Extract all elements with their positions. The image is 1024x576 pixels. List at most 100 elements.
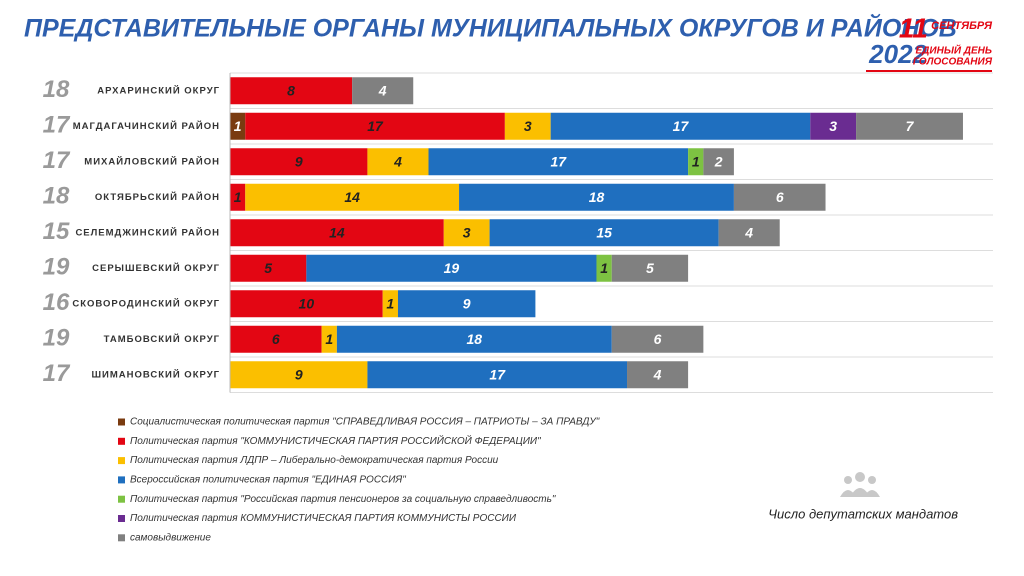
bar-segment xyxy=(443,219,490,247)
data-label: 5 xyxy=(264,260,272,276)
bar-segment xyxy=(230,148,368,176)
seat-count: 17 xyxy=(43,360,71,387)
bar-segment xyxy=(245,183,460,211)
legend-swatch xyxy=(118,437,125,445)
data-label: 18 xyxy=(467,331,483,347)
category-label: СЕЛЕМДЖИНСКИЙ РАЙОН xyxy=(75,226,220,238)
bar-segment xyxy=(230,77,353,105)
bar-segment xyxy=(336,325,612,353)
bar-segment xyxy=(703,148,734,176)
bar-segment xyxy=(611,254,689,282)
bar-segment xyxy=(321,325,337,353)
bar-segment xyxy=(856,112,963,140)
legend-swatch xyxy=(118,515,125,522)
seat-count: 17 xyxy=(43,112,71,139)
data-label: 8 xyxy=(287,82,295,98)
bar-segment xyxy=(367,361,628,389)
legend-swatch xyxy=(118,534,125,542)
data-label: 19 xyxy=(444,260,460,276)
legend-label: Социалистическая политическая партия "СП… xyxy=(130,417,600,428)
data-label: 7 xyxy=(906,118,915,134)
data-label: 9 xyxy=(463,295,471,311)
data-label: 4 xyxy=(378,82,387,98)
bar-segment xyxy=(397,290,536,318)
bar-segment xyxy=(230,290,383,318)
seat-count: 16 xyxy=(43,289,70,316)
bar-segment xyxy=(367,148,429,176)
bar-segment xyxy=(352,77,414,105)
bar-segment xyxy=(245,112,505,140)
bar-segment xyxy=(733,183,826,211)
data-label: 6 xyxy=(776,189,784,205)
bar-segment xyxy=(504,112,551,140)
data-label: 17 xyxy=(673,118,690,134)
data-label: 14 xyxy=(344,189,360,205)
bar-segment xyxy=(428,148,689,176)
seat-count: 17 xyxy=(43,147,71,174)
data-label: 9 xyxy=(295,153,303,169)
data-label: 17 xyxy=(551,153,568,169)
legend-swatch xyxy=(118,457,125,465)
logo-year: 2022 xyxy=(868,39,927,69)
data-label: 4 xyxy=(744,224,753,240)
category-label: СЕРЫШЕВСКИЙ ОКРУГ xyxy=(92,262,220,274)
bar-segment xyxy=(306,254,597,282)
seat-count: 19 xyxy=(43,325,70,352)
data-label: 3 xyxy=(463,224,471,240)
seat-count: 19 xyxy=(43,254,70,281)
bar-segment xyxy=(688,148,704,176)
legend-label: Политическая партия "Российская партия п… xyxy=(130,494,556,505)
data-label: 1 xyxy=(692,153,700,169)
people-icon xyxy=(840,472,880,497)
bar-segment xyxy=(611,325,704,353)
bar-segment xyxy=(230,254,307,282)
data-label: 17 xyxy=(367,118,384,134)
seat-count: 18 xyxy=(43,76,70,103)
category-label: МАГДАГАЧИНСКИЙ РАЙОН xyxy=(73,120,220,132)
bar-segment xyxy=(459,183,734,211)
data-label: 2 xyxy=(714,153,723,169)
legend-swatch xyxy=(118,495,125,503)
legend-swatch xyxy=(118,418,125,426)
footnote: Число депутатских мандатов xyxy=(768,506,958,521)
data-label: 9 xyxy=(295,366,303,382)
bar-segment xyxy=(230,219,444,247)
bar-segment xyxy=(230,361,368,389)
bar-segment xyxy=(596,254,612,282)
legend-label: самовыдвижение xyxy=(130,532,211,543)
logo-day: 11 xyxy=(899,12,928,43)
data-label: 1 xyxy=(234,118,242,134)
bar-segment xyxy=(627,361,689,389)
logo-line1: ЕДИНЫЙ ДЕНЬ xyxy=(916,44,992,57)
bar-segment xyxy=(230,183,246,211)
chart-title: ПРЕДСТАВИТЕЛЬНЫЕ ОРГАНЫ МУНИЦИПАЛЬНЫХ ОК… xyxy=(24,13,957,43)
data-label: 5 xyxy=(646,260,654,276)
legend-swatch xyxy=(118,476,125,484)
data-label: 15 xyxy=(596,224,612,240)
bar-segment xyxy=(550,112,811,140)
bar-segment xyxy=(489,219,719,247)
data-label: 1 xyxy=(600,260,608,276)
data-label: 18 xyxy=(589,189,605,205)
bar-segment xyxy=(230,112,246,140)
logo: 11 СЕНТЯБРЯ 2022 ЕДИНЫЙ ДЕНЬ ГОЛОСОВАНИЯ xyxy=(866,12,993,72)
bar-segment xyxy=(810,112,857,140)
data-label: 1 xyxy=(234,189,242,205)
logo-month: СЕНТЯБРЯ xyxy=(931,20,993,32)
data-label: 10 xyxy=(299,295,315,311)
data-label: 14 xyxy=(329,224,345,240)
legend-label: Всероссийская политическая партия "ЕДИНА… xyxy=(130,475,406,486)
logo-line2: ГОЛОСОВАНИЯ xyxy=(913,57,993,68)
data-label: 4 xyxy=(393,153,402,169)
bar-segment xyxy=(718,219,780,247)
data-label: 3 xyxy=(524,118,532,134)
category-label: АРХАРИНСКИЙ ОКРУГ xyxy=(97,84,220,96)
category-label: ТАМБОВСКИЙ ОКРУГ xyxy=(104,333,220,345)
data-label: 6 xyxy=(272,331,280,347)
category-label: СКОВОРОДИНСКИЙ ОКРУГ xyxy=(72,297,220,309)
data-label: 3 xyxy=(829,118,837,134)
category-label: МИХАЙЛОВСКИЙ РАЙОН xyxy=(84,155,220,167)
legend-label: Политическая партия КОММУНИСТИЧЕСКАЯ ПАР… xyxy=(130,513,517,524)
bar-segment xyxy=(382,290,398,318)
